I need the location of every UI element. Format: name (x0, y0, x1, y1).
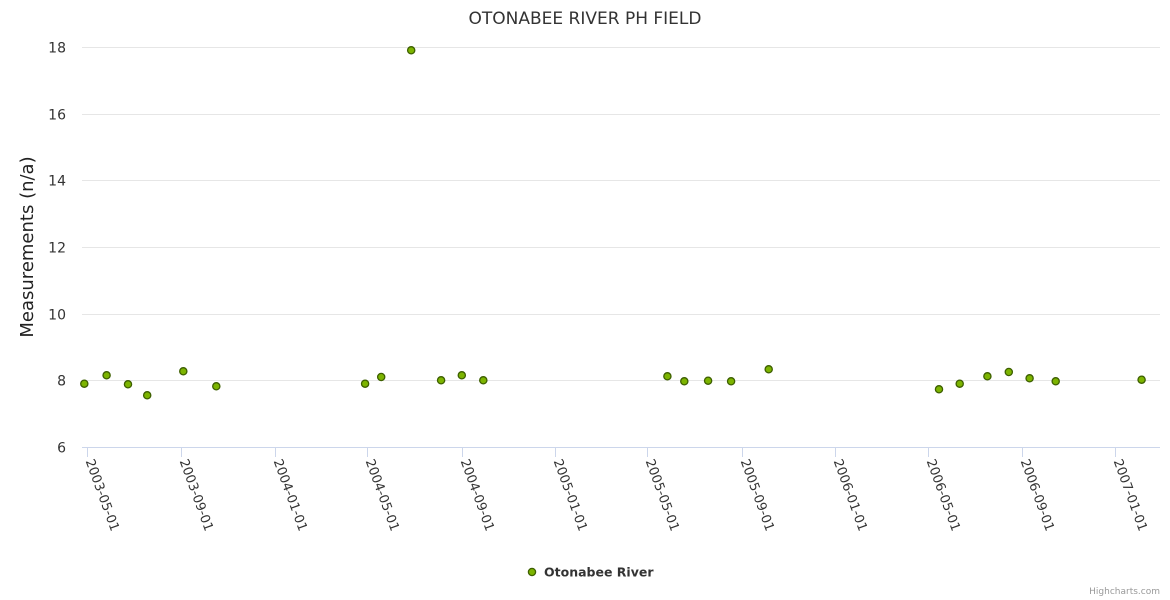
y-axis-title: Measurements (n/a) (17, 156, 38, 337)
legend-item-otonabee-river[interactable]: Otonabee River (544, 565, 654, 580)
data-point-2006-05-16[interactable]: Otonabee River: 2006-05-16 — 7.73 (934, 385, 944, 394)
data-point-2003-05-27[interactable]: Otonabee River: 2003-05-27 — 8.15 (102, 371, 111, 380)
y-axis-tick-labels: 6 8 10 12 14 16 18 (48, 41, 66, 457)
data-point-2005-05-27[interactable]: Otonabee River: 2005-05-27 — 8.12 (663, 372, 672, 381)
data-point-2003-06-24[interactable]: Otonabee River: 2003-06-24 — 7.88 (123, 380, 133, 389)
data-point-2003-10-17[interactable]: Otonabee River: 2003-10-17 — 7.82 (212, 382, 221, 391)
data-point-2006-10-15[interactable]: Otonabee River: 2006-10-15 — 7.97 (1051, 377, 1060, 386)
data-point-2004-09-01[interactable]: Otonabee River: 2004-09-01 — 8.15 (457, 371, 467, 380)
data-point-2005-06-18[interactable]: Otonabee River: 2005-06-18 — 7.97 (680, 377, 689, 386)
legend[interactable]: Otonabee River (527, 565, 654, 580)
data-point-2004-09-29[interactable]: Otonabee River: 2004-09-29 — 8 (479, 376, 488, 385)
data-point-2004-04-28[interactable]: Otonabee River: 2004-04-28 — 7.9 (360, 379, 370, 388)
y-tick-label-14: 14 (48, 174, 66, 190)
data-point-2003-07-19[interactable]: Otonabee River: 2003-07-19 — 7.55 (142, 391, 152, 400)
legend-marker[interactable] (527, 567, 537, 577)
credits-link[interactable]: Highcharts.com (1089, 587, 1160, 597)
gridlines (82, 47, 1160, 381)
data-point-2005-07-19[interactable]: Otonabee River: 2005-07-19 — 7.99 (703, 376, 713, 385)
data-point-2003-09-04[interactable]: Otonabee River: 2003-09-04 — 8.27 (179, 367, 188, 376)
y-tick-label-12: 12 (48, 241, 66, 257)
data-point-2006-07-18[interactable]: Otonabee River: 2006-07-18 — 8.12 (983, 372, 992, 381)
y-tick-label-6: 6 (57, 441, 66, 457)
y-tick-label-8: 8 (57, 374, 66, 390)
data-point-2005-08-18[interactable]: Otonabee River: 2005-08-18 — 7.97 (726, 377, 736, 386)
data-point-2004-05-19[interactable]: Otonabee River: 2004-05-19 — 8.1 (376, 372, 386, 382)
y-tick-label-10: 10 (48, 308, 66, 324)
chart-title: OTONABEE RIVER PH FIELD (469, 9, 702, 29)
data-point-2005-10-06[interactable]: Otonabee River: 2005-10-06 — 8.33 (764, 365, 773, 374)
data-point-2004-08-05[interactable]: Otonabee River: 2004-08-05 — 8 (436, 376, 446, 385)
data-point-2004-06-27[interactable]: Otonabee River: 2004-06-27 — 17.9 (406, 46, 416, 55)
data-point-2006-06-12[interactable]: Otonabee River: 2006-06-12 — 7.9 (955, 379, 964, 388)
series-otonabee-river[interactable]: Otonabee River: 2003-04-28 — 7.9 Otonabee… (80, 46, 1146, 400)
data-point-2007-02-04[interactable]: Otonabee River: 2007-02-04 — 8.02 (1137, 375, 1146, 384)
data-point-2006-08-15[interactable]: Otonabee River: 2006-08-15 — 8.25 (1004, 367, 1014, 377)
y-tick-label-18: 18 (48, 41, 66, 57)
y-tick-label-16: 16 (48, 108, 66, 124)
data-point-2003-04-28[interactable]: Otonabee River: 2003-04-28 — 7.9 (80, 379, 89, 388)
data-point-2006-09-11[interactable]: Otonabee River: 2006-09-11 — 8.06 (1025, 374, 1034, 383)
